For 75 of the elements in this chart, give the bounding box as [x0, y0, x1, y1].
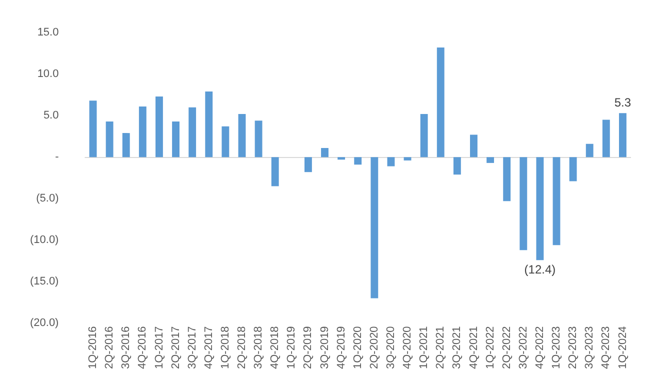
bar [106, 121, 114, 158]
x-tick-label: 1Q-2017 [153, 326, 166, 370]
x-tick-label: 2Q-2017 [170, 326, 182, 370]
bar [470, 134, 478, 158]
bar [222, 126, 230, 158]
bar [354, 157, 362, 165]
x-tick-label: 2Q-2016 [104, 326, 116, 370]
x-tick-label: 4Q-2022 [534, 326, 546, 370]
y-tick-label: 5.0 [43, 110, 59, 122]
data-label: (12.4) [524, 262, 556, 276]
x-tick-label: 3Q-2021 [451, 326, 464, 370]
x-tick-label: 4Q-2018 [269, 326, 282, 370]
bar [552, 157, 560, 246]
x-tick-label: 1Q-2024 [616, 326, 629, 370]
bar [205, 92, 213, 158]
bar [172, 121, 180, 158]
x-tick-label: 4Q-2020 [402, 326, 414, 370]
x-tick-label: 4Q-2016 [136, 326, 149, 370]
bar [503, 157, 511, 202]
bar [569, 157, 577, 182]
x-tick-label: 3Q-2017 [186, 326, 198, 370]
x-tick-label: 2Q-2020 [368, 326, 380, 370]
x-tick-label: 4Q-2019 [335, 326, 348, 370]
bar [254, 120, 262, 158]
bar [436, 48, 444, 158]
bar [156, 96, 163, 158]
x-tick-label: 1Q-2020 [352, 326, 364, 370]
x-tick-label: 4Q-2017 [202, 326, 215, 370]
x-tick-label: 2Q-2021 [434, 326, 447, 370]
bar [619, 113, 626, 158]
y-tick-label: (15.0) [30, 276, 59, 288]
bar [453, 157, 461, 175]
x-tick-label: 2Q-2018 [236, 326, 248, 370]
x-tick-label: 2Q-2019 [302, 326, 314, 370]
x-tick-label: 3Q-2016 [120, 326, 132, 370]
y-tick-label: 15.0 [37, 26, 59, 39]
y-tick-label: (5.0) [36, 192, 59, 205]
x-tick-label: 1Q-2016 [87, 326, 100, 370]
data-label: 5.3 [614, 95, 632, 110]
x-tick-label: 2Q-2022 [500, 326, 513, 370]
y-tick-label: (10.0) [30, 234, 59, 246]
y-tick-label: 10.0 [37, 68, 59, 80]
bar [321, 148, 328, 158]
bar [122, 133, 130, 158]
bar [271, 157, 279, 186]
bar [387, 157, 395, 166]
x-tick-label: 3Q-2023 [584, 326, 596, 370]
x-tick-label: 1Q-2023 [550, 326, 563, 370]
bar [188, 107, 196, 158]
bar [602, 120, 610, 158]
x-tick-label: 3Q-2022 [517, 326, 530, 370]
x-tick-label: 1Q-2018 [219, 326, 232, 370]
x-tick-label: 4Q-2021 [468, 326, 480, 370]
bar [536, 157, 544, 260]
bar [304, 157, 312, 172]
bar [520, 157, 528, 250]
x-tick-label: 4Q-2023 [600, 326, 612, 370]
x-tick-label: 2Q-2023 [567, 326, 580, 370]
x-tick-label: 3Q-2018 [252, 326, 265, 370]
bar [338, 157, 346, 160]
bar [420, 114, 428, 158]
x-tick-label: 1Q-2021 [418, 326, 430, 370]
bar [404, 157, 412, 160]
bar [486, 157, 494, 163]
y-tick-label: (20.0) [30, 317, 59, 330]
bar [370, 157, 378, 298]
bar [586, 144, 594, 158]
bar [89, 100, 97, 158]
x-tick-label: 3Q-2019 [318, 326, 331, 370]
bar [138, 106, 146, 158]
x-tick-label: 3Q-2020 [385, 326, 398, 370]
x-tick-label: 1Q-2022 [484, 326, 496, 370]
x-tick-label: 1Q-2019 [286, 326, 298, 370]
y-tick-label: - [55, 151, 60, 164]
bar [238, 114, 246, 158]
